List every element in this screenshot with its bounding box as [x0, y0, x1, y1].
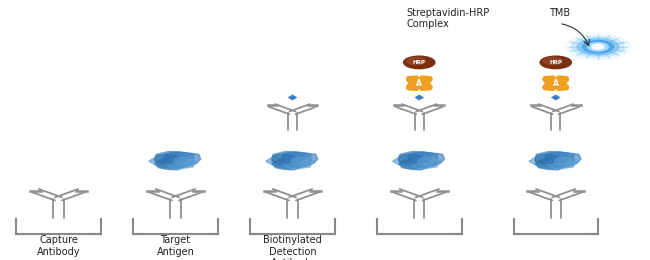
- Polygon shape: [155, 152, 194, 167]
- Polygon shape: [272, 154, 296, 164]
- Circle shape: [540, 56, 571, 69]
- Polygon shape: [399, 158, 430, 170]
- Polygon shape: [417, 157, 442, 166]
- Polygon shape: [398, 154, 422, 164]
- Polygon shape: [398, 152, 437, 167]
- Polygon shape: [414, 94, 424, 101]
- Polygon shape: [529, 155, 566, 168]
- Text: Biotinylated
Detection
Antibody: Biotinylated Detection Antibody: [263, 235, 322, 260]
- Polygon shape: [166, 158, 195, 169]
- Circle shape: [404, 56, 435, 69]
- Polygon shape: [283, 152, 318, 167]
- Circle shape: [572, 36, 624, 57]
- Text: Target
Antigen: Target Antigen: [157, 235, 194, 257]
- Polygon shape: [155, 154, 179, 164]
- Circle shape: [593, 45, 603, 49]
- Polygon shape: [408, 152, 432, 162]
- Polygon shape: [393, 155, 429, 168]
- Polygon shape: [149, 155, 185, 168]
- Circle shape: [592, 44, 604, 49]
- Text: HRP: HRP: [413, 60, 426, 65]
- Text: Streptavidin-HRP
Complex: Streptavidin-HRP Complex: [406, 8, 489, 29]
- Circle shape: [588, 43, 608, 51]
- Circle shape: [566, 34, 630, 60]
- Polygon shape: [166, 152, 201, 167]
- Polygon shape: [283, 158, 312, 169]
- Circle shape: [543, 57, 562, 65]
- Polygon shape: [272, 152, 311, 167]
- Polygon shape: [545, 79, 566, 87]
- Polygon shape: [554, 157, 578, 166]
- Text: Capture
Antibody: Capture Antibody: [37, 235, 80, 257]
- Polygon shape: [174, 157, 198, 166]
- Polygon shape: [410, 152, 445, 167]
- Polygon shape: [164, 152, 188, 162]
- Text: A: A: [552, 79, 559, 88]
- Polygon shape: [546, 158, 575, 169]
- Circle shape: [582, 41, 614, 53]
- Polygon shape: [535, 152, 574, 167]
- Polygon shape: [551, 94, 561, 101]
- Polygon shape: [266, 155, 302, 168]
- Polygon shape: [546, 152, 581, 167]
- Text: TMB: TMB: [549, 8, 571, 18]
- Polygon shape: [155, 158, 187, 170]
- Polygon shape: [536, 158, 567, 170]
- Polygon shape: [272, 158, 304, 170]
- Polygon shape: [409, 79, 430, 87]
- Polygon shape: [535, 154, 559, 164]
- Text: HRP: HRP: [549, 60, 562, 65]
- Polygon shape: [410, 158, 439, 169]
- Polygon shape: [545, 152, 569, 162]
- Polygon shape: [291, 157, 315, 166]
- Polygon shape: [287, 94, 298, 101]
- Circle shape: [407, 57, 426, 65]
- Polygon shape: [281, 152, 306, 162]
- Circle shape: [577, 38, 619, 55]
- Text: A: A: [416, 79, 422, 88]
